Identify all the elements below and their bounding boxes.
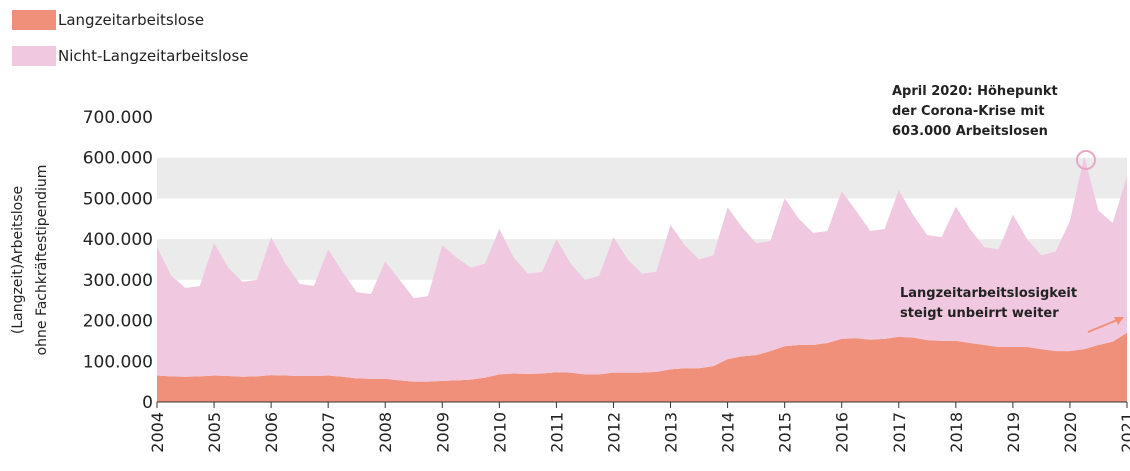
area: [157, 332, 1127, 402]
y-tick-label: 200.000: [83, 312, 153, 332]
x-tick-label: 2004: [148, 412, 167, 453]
x-tick-label: 2019: [1004, 412, 1023, 453]
legend-label: Langzeitarbeitslose: [58, 11, 204, 29]
x-tick-label: 2008: [376, 412, 395, 453]
legend-label: Nicht-Langzeitarbeitslose: [58, 47, 249, 65]
x-tick-label: 2010: [490, 412, 509, 453]
y-axis-label: (Langzeit)Arbeitslose: [10, 186, 26, 334]
y-tick-label: 400.000: [83, 230, 153, 250]
arrow-head: [1114, 317, 1124, 325]
annotation: der Corona-Krise mit: [892, 104, 1045, 119]
area: [157, 156, 1127, 382]
x-tick-label: 2013: [662, 412, 681, 453]
legend-swatch: [12, 46, 56, 66]
y-tick-label: 300.000: [83, 271, 153, 291]
x-tick-label: 2007: [319, 412, 338, 453]
x-tick-label: 2006: [262, 412, 281, 453]
y-axis-label: ohne Fachkräftestipendium: [34, 165, 50, 356]
annotation: 603.000 Arbeitslosen: [892, 124, 1048, 139]
x-tick-label: 2017: [890, 412, 909, 453]
x-tick-label: 2016: [833, 412, 852, 453]
x-tick-label: 2021: [1118, 412, 1130, 453]
y-tick-label: 700.000: [83, 108, 153, 128]
x-tick-label: 2012: [604, 412, 623, 453]
y-tick-label: 0: [142, 393, 153, 413]
annotation: Langzeitarbeitslosigkeit: [900, 286, 1077, 301]
annotation: April 2020: Höhepunkt: [892, 84, 1058, 99]
y-tick-label: 500.000: [83, 189, 153, 209]
grid-band: [157, 157, 1127, 199]
x-tick-label: 2014: [719, 412, 738, 453]
x-tick-label: 2020: [1061, 412, 1080, 453]
x-tick-label: 2009: [433, 412, 452, 453]
x-tick-label: 2018: [947, 412, 966, 453]
legend-swatch: [12, 10, 56, 30]
y-tick-label: 100.000: [83, 352, 153, 372]
x-tick-label: 2015: [776, 412, 795, 453]
annotation: steigt unbeirrt weiter: [900, 306, 1059, 321]
x-tick-label: 2011: [547, 412, 566, 453]
x-tick-label: 2005: [205, 412, 224, 453]
highlight-circle: [1076, 150, 1096, 170]
y-tick-label: 600.000: [83, 149, 153, 169]
